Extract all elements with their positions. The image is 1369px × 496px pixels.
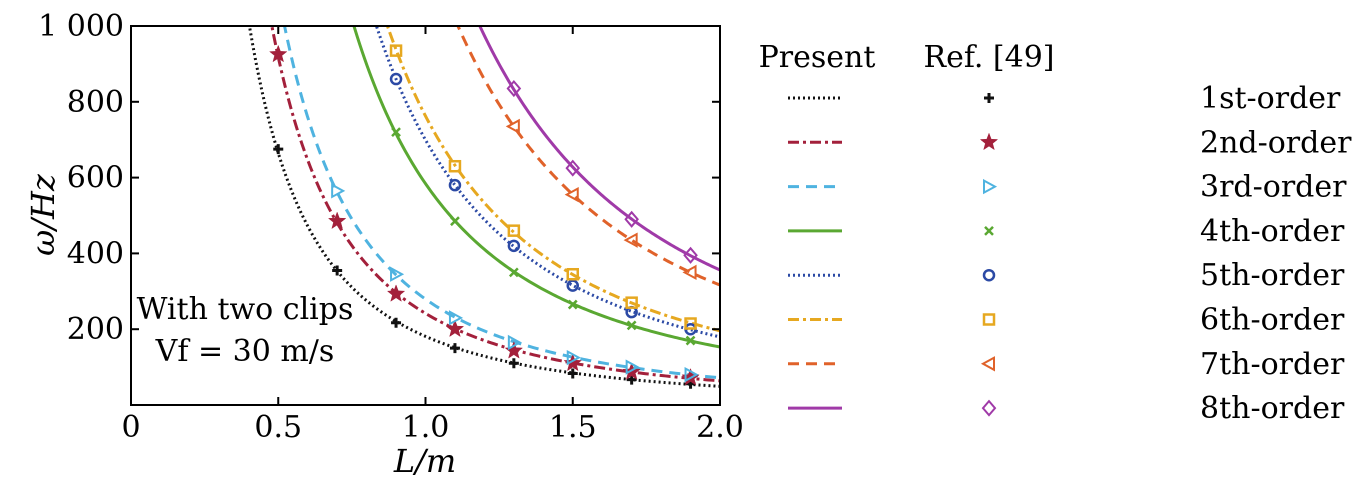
data-point-6th-order-2 [448,159,462,173]
legend-header-reference: Ref. [49] [923,40,1054,75]
x-tick-label: 1.5 [549,410,597,445]
data-point-4th-order-6 [685,335,696,346]
legend-label-8th-order: 8th-order [1200,391,1345,426]
y-axis-label: ω/Hz [24,173,62,256]
series-line-6th-order [385,26,720,333]
series-line-1st-order [247,26,720,388]
legend-row-7th-order: 7th-order [788,347,1345,382]
legend-row-2nd-order: 2nd-order [788,125,1352,160]
data-point-8th-order-3 [624,210,639,228]
series-line-8th-order [478,26,720,272]
data-point-8th-order-1 [506,79,522,98]
data-point-2nd-order-3 [386,284,406,302]
data-point-3rd-order-6 [625,359,640,375]
data-point-6th-order-5 [625,296,638,309]
x-tick-label: 0.5 [254,410,302,445]
data-point-2nd-order-1 [269,44,288,63]
legend-row-6th-order: 6th-order [788,303,1345,338]
data-point-4th-order-1 [391,127,401,138]
data-point-4th-order-4 [567,299,578,310]
data-point-7th-order-3 [623,232,638,248]
data-point-2nd-order-5 [504,341,524,359]
data-point-3rd-order-4 [507,334,522,351]
legend-marker-5th-order [982,268,996,282]
data-point-3rd-order-5 [566,349,581,366]
data-point-7th-order-4 [682,264,697,281]
data-point-1st-order-5 [508,358,519,369]
ticks-layer: 0 0.5 1.0 1.5 2.0 200 400 600 800 1 000 [38,9,744,445]
legend-label-4th-order: 4th-order [1200,214,1345,249]
series-line-4th-order [352,26,720,349]
legend-header-present: Present [759,40,876,75]
y-tick-label: 1 000 [38,9,124,44]
legend-row-8th-order: 8th-order [788,391,1345,426]
data-point-7th-order-1 [505,118,520,135]
x-tick-label: 1.0 [402,410,450,445]
legend-marker-2nd-order [979,132,999,151]
y-tick-label: 400 [67,236,124,271]
data-point-1st-order-3 [391,317,402,328]
y-tick-label: 200 [67,312,124,347]
data-point-4th-order-3 [508,267,519,278]
legend-label-7th-order: 7th-order [1200,347,1345,382]
markers-layer [269,44,700,389]
data-point-7th-order-2 [564,186,579,203]
legend-label-2nd-order: 2nd-order [1200,125,1352,160]
data-point-6th-order-6 [684,317,697,330]
data-point-2nd-order-2 [327,211,347,230]
curves-layer [247,26,720,388]
data-point-2nd-order-4 [445,319,465,338]
data-point-3rd-order-7 [684,366,699,383]
data-point-5th-order-1 [389,72,403,86]
data-point-1st-order-4 [449,343,460,354]
data-point-2nd-order-6 [563,353,582,372]
legend-marker-7th-order [980,356,995,372]
legend-row-4th-order: 4th-order [788,214,1345,249]
series-line-5th-order [374,26,720,339]
series-line-3rd-order [283,26,720,380]
data-point-8th-order-4 [683,246,698,264]
legend-row-3rd-order: 3rd-order [788,170,1347,205]
y-tick-label: 800 [67,85,124,120]
data-point-1st-order-7 [626,374,637,385]
data-point-4th-order-5 [626,320,637,331]
data-point-6th-order-4 [566,267,579,281]
y-tick-label: 600 [67,161,124,196]
data-point-3rd-order-1 [331,183,346,199]
legend-row-1st-order: 1st-order [788,81,1341,116]
annotation-clips: With two clips [137,292,354,327]
legend-marker-8th-order [981,399,997,417]
data-point-8th-order-2 [565,159,581,177]
data-point-1st-order-6 [567,368,578,379]
data-point-1st-order-1 [273,144,284,155]
legend-row-5th-order: 5th-order [788,258,1345,293]
x-axis-label: L/m [393,442,456,480]
legend-label-6th-order: 6th-order [1200,303,1345,338]
legend-label-1st-order: 1st-order [1200,81,1341,116]
data-point-4th-order-2 [450,216,460,227]
legend-marker-1st-order [984,93,994,103]
data-point-3rd-order-3 [448,310,464,326]
legend: 1st-order 2nd-order 3rd-order 4th-order 5th-… [788,81,1352,426]
data-point-6th-order-1 [389,44,403,57]
data-point-6th-order-3 [507,224,521,237]
data-point-5th-order-3 [507,239,521,253]
legend-marker-6th-order [982,313,996,326]
data-point-5th-order-4 [566,279,579,292]
x-tick-label: 0 [121,410,140,445]
legend-label-3rd-order: 3rd-order [1200,170,1347,205]
legend-marker-4th-order [984,226,994,236]
legend-marker-3rd-order [983,178,998,195]
data-point-3rd-order-2 [390,266,405,282]
data-point-5th-order-2 [448,178,462,192]
x-tick-label: 2.0 [696,410,744,445]
data-point-1st-order-2 [332,265,343,276]
legend-label-5th-order: 5th-order [1200,258,1345,293]
annotation-velocity: Vf = 30 m/s [155,334,335,369]
